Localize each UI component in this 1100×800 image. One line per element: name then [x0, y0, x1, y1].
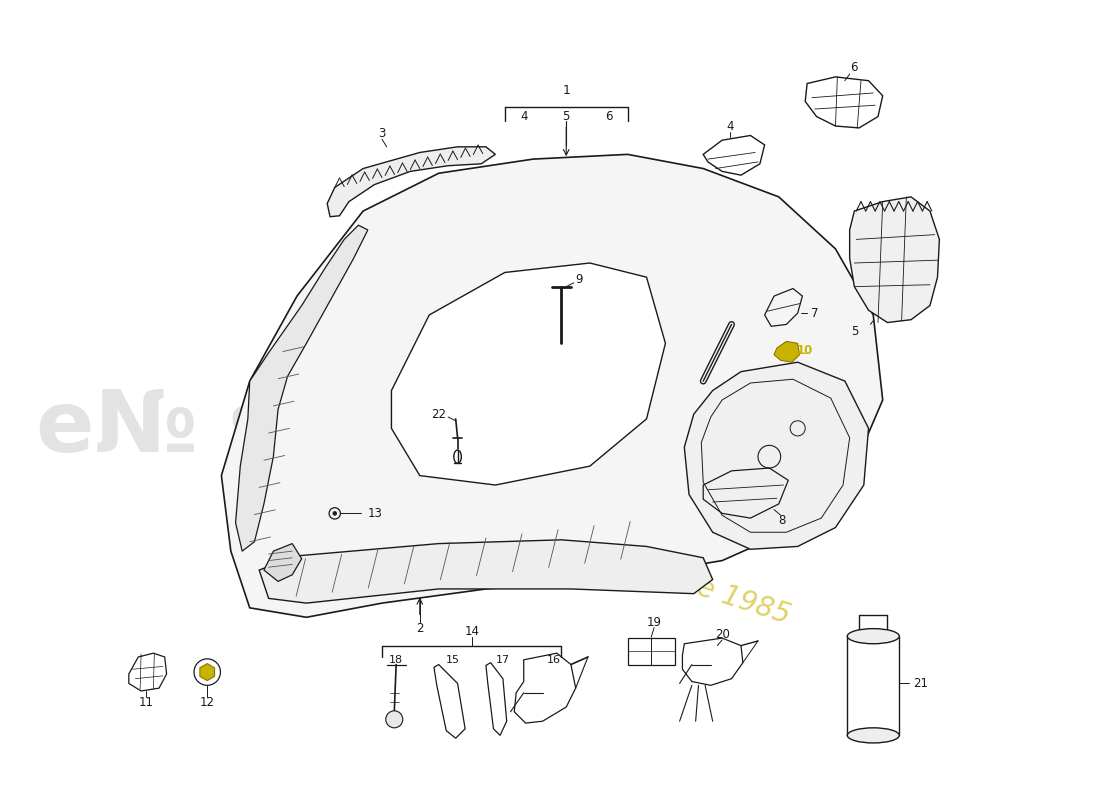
Text: 18: 18: [389, 655, 404, 665]
Text: 15: 15: [446, 655, 460, 665]
Text: a passion for parts since 1985: a passion for parts since 1985: [386, 473, 794, 630]
Ellipse shape: [847, 629, 899, 644]
Text: 14: 14: [464, 625, 480, 638]
Text: 7: 7: [811, 306, 818, 319]
Text: e№ specs: e№ specs: [35, 387, 502, 470]
Text: 2: 2: [416, 622, 424, 635]
Polygon shape: [392, 263, 666, 485]
Text: 13: 13: [367, 507, 383, 520]
Text: 20: 20: [715, 628, 729, 641]
Polygon shape: [221, 154, 882, 618]
Circle shape: [386, 711, 403, 728]
Polygon shape: [264, 544, 301, 582]
Text: 8: 8: [778, 514, 785, 527]
Text: 10: 10: [798, 344, 813, 358]
Polygon shape: [200, 663, 214, 681]
Polygon shape: [684, 362, 869, 550]
Polygon shape: [774, 342, 800, 362]
Text: 11: 11: [139, 696, 153, 709]
Ellipse shape: [847, 728, 899, 743]
Text: 12: 12: [200, 696, 214, 709]
Text: 22: 22: [431, 408, 447, 421]
Text: 16: 16: [547, 655, 561, 665]
Text: 3: 3: [378, 127, 386, 140]
Polygon shape: [260, 540, 713, 603]
Circle shape: [333, 511, 337, 515]
Text: 4: 4: [520, 110, 528, 123]
Text: 4: 4: [726, 119, 734, 133]
Text: 6: 6: [850, 61, 858, 74]
Polygon shape: [235, 226, 367, 551]
Text: 5: 5: [850, 326, 858, 338]
Text: 1: 1: [562, 84, 570, 97]
Polygon shape: [327, 147, 495, 217]
Text: 17: 17: [496, 655, 510, 665]
Text: 9: 9: [575, 273, 582, 286]
Text: 5: 5: [562, 110, 570, 123]
Text: 6: 6: [605, 110, 613, 123]
Text: 21: 21: [913, 677, 928, 690]
Text: 19: 19: [647, 615, 661, 629]
Polygon shape: [849, 197, 939, 322]
